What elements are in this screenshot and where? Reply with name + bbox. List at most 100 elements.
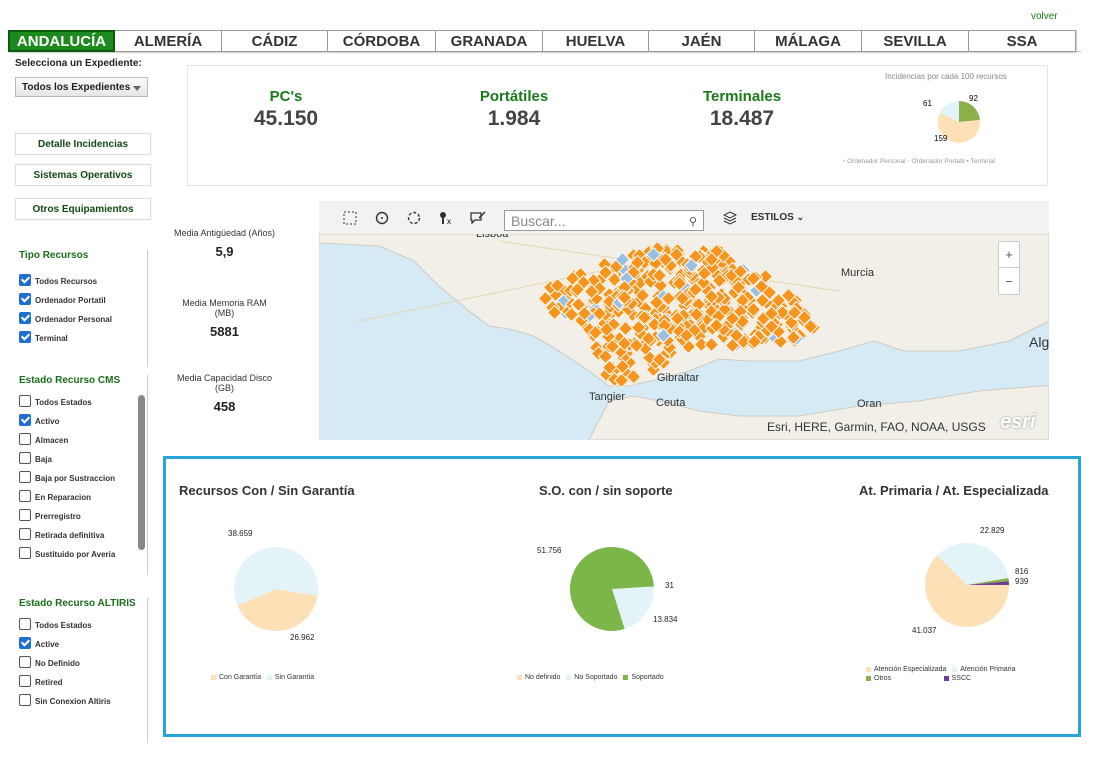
estado-cms-option-label: Almacen (35, 436, 69, 445)
estado-altiris-option[interactable]: Sin Conexion Altiris (15, 687, 147, 706)
select-polygon-icon[interactable] (401, 205, 427, 231)
tab-jaen[interactable]: JAÉN (649, 30, 755, 52)
chart1-label-con: 26.962 (290, 633, 315, 642)
estado-altiris-option-label: Retired (35, 678, 63, 687)
estado-cms-option[interactable]: Activo (15, 407, 147, 426)
estado-cms-checkbox[interactable] (19, 528, 31, 540)
estado-cms-option[interactable]: Retirada definitiva (15, 521, 147, 540)
pie-slice-sin-garantia[interactable] (234, 547, 318, 606)
map-view[interactable]: Lisboa Murcia Alg Gibraltar Tangier Ceut… (319, 201, 1049, 440)
estado-cms-checkbox[interactable] (19, 509, 31, 521)
tipo-recurso-checkbox[interactable] (19, 331, 31, 343)
tipo-recurso-option-label: Ordenador Portatil (35, 296, 106, 305)
tab-andalucia[interactable]: ANDALUCÍA (8, 30, 115, 52)
chart1-label-sin: 38.659 (228, 529, 253, 538)
search-icon[interactable]: ⚲ (688, 216, 697, 228)
estado-altiris-checkbox[interactable] (19, 637, 31, 649)
pie-slice-sscc[interactable] (967, 581, 1009, 585)
estado-altiris-option[interactable]: Active (15, 630, 147, 649)
estado-cms-checkbox[interactable] (19, 395, 31, 407)
stat-memoria-value: 5881 (210, 324, 239, 339)
pie-slice-con-garantia[interactable] (237, 589, 318, 631)
estado-altiris-checkbox[interactable] (19, 618, 31, 630)
tab-almeria[interactable]: ALMERÍA (115, 30, 222, 52)
layers-icon[interactable] (722, 211, 738, 230)
estado-cms-checkbox[interactable] (19, 414, 31, 426)
chart2-pie (570, 547, 654, 631)
place-ceuta: Ceuta (656, 397, 686, 409)
clear-selection-icon[interactable]: x (433, 205, 459, 231)
estado-cms-option[interactable]: Sustituido por Averia (15, 540, 147, 559)
tipo-recurso-checkbox[interactable] (19, 293, 31, 305)
pie-slice-no-definido[interactable] (612, 586, 654, 589)
chart3-label-sscc: 939 (1015, 577, 1029, 586)
map-search-input[interactable]: Buscar... ⚲ (504, 210, 704, 231)
place-oran: Oran (857, 398, 882, 410)
comment-tool-icon[interactable] (465, 205, 491, 231)
estado-altiris-checkbox[interactable] (19, 694, 31, 706)
estado-cms-checkbox[interactable] (19, 433, 31, 445)
cms-scrollbar[interactable] (138, 395, 145, 550)
tab-cadiz[interactable]: CÁDIZ (222, 30, 328, 52)
estado-cms-option[interactable]: Todos Estados (15, 388, 147, 407)
estado-cms-checkbox[interactable] (19, 471, 31, 483)
pie-slice-otros[interactable] (967, 577, 1009, 585)
sistemas-operativos-button[interactable]: Sistemas Operativos (15, 164, 151, 186)
expediente-label: Selecciona un Expediente: (15, 58, 142, 69)
estado-altiris-checkbox[interactable] (19, 675, 31, 687)
pie-slice-atencion-primaria[interactable] (937, 543, 1009, 585)
select-circle-icon[interactable] (369, 205, 395, 231)
estado-cms-option[interactable]: Prerregistro (15, 502, 147, 521)
kpi-portatiles-label: Portátiles (479, 88, 549, 105)
chart2-label-soportado: 51.756 (537, 546, 562, 555)
pie-slice-atencion-especializada[interactable] (925, 555, 1009, 627)
chart2-label-nosoportado: 13.834 (653, 615, 678, 624)
tab-sevilla[interactable]: SEVILLA (862, 30, 969, 52)
estado-altiris-option[interactable]: No Definido (15, 649, 147, 668)
estado-altiris-option[interactable]: Retired (15, 668, 147, 687)
estado-cms-checkbox[interactable] (19, 452, 31, 464)
estado-cms-option[interactable]: Baja por Sustraccion (15, 464, 147, 483)
tab-huelva[interactable]: HUELVA (543, 30, 649, 52)
chart1-legend-con: Con Garantía (219, 674, 262, 681)
expediente-select[interactable]: Todos los Expedientes (15, 77, 148, 97)
resource-marker[interactable] (703, 336, 719, 353)
pie-slice-no-soportado[interactable] (612, 586, 654, 630)
tipo-recurso-option[interactable]: Ordenador Portatil (15, 286, 147, 305)
estado-cms-option[interactable]: En Reparacion (15, 483, 147, 502)
estilos-dropdown[interactable]: ESTILOS ⌄ (751, 212, 804, 223)
otros-equipamientos-button[interactable]: Otros Equipamientos (15, 198, 151, 220)
tab-ssa[interactable]: SSA (969, 30, 1076, 52)
estado-cms-option[interactable]: Almacen (15, 426, 147, 445)
tipo-recurso-option[interactable]: Terminal (15, 324, 147, 343)
detalle-incidencias-button[interactable]: Detalle Incidencias (15, 133, 151, 155)
tab-cordoba[interactable]: CÓRDOBA (328, 30, 436, 52)
zoom-out-button[interactable]: − (1005, 273, 1013, 289)
place-gibraltar: Gibraltar (657, 372, 700, 384)
kpi-pcs-label: PC's (269, 88, 303, 105)
tab-malaga[interactable]: MÁLAGA (755, 30, 862, 52)
stat-memoria-label: Media Memoria RAM (MB) (182, 298, 267, 318)
estado-cms-option-label: Activo (35, 417, 60, 426)
volver-link[interactable]: volver (1031, 11, 1058, 22)
place-tangier: Tangier (589, 391, 626, 403)
tipo-recurso-option[interactable]: Ordenador Personal (15, 305, 147, 324)
estado-altiris-list: Todos Estados Active No Definido Retired Sin… (15, 611, 147, 706)
tipo-recurso-option[interactable]: Todos Recursos (15, 267, 147, 286)
chevron-down-icon: ⌄ (796, 212, 805, 222)
zoom-in-button[interactable]: + (999, 242, 1019, 268)
incidencias-title: Incidencias por cada 100 recursos (885, 72, 1007, 81)
tipo-recurso-checkbox[interactable] (19, 274, 31, 286)
tab-granada[interactable]: GRANADA (436, 30, 543, 52)
resource-markers (319, 201, 1049, 440)
estado-cms-checkbox[interactable] (19, 547, 31, 559)
estado-cms-option-label: Prerregistro (35, 512, 81, 521)
estado-altiris-option[interactable]: Todos Estados (15, 611, 147, 630)
estado-cms-list: Todos Estados Activo Almacen Baja Baja por S… (15, 388, 147, 559)
tipo-recurso-checkbox[interactable] (19, 312, 31, 324)
pie-slice-soportado[interactable] (570, 547, 654, 631)
estado-cms-option[interactable]: Baja (15, 445, 147, 464)
select-rectangle-icon[interactable] (337, 205, 363, 231)
estado-cms-checkbox[interactable] (19, 490, 31, 502)
estado-altiris-checkbox[interactable] (19, 656, 31, 668)
